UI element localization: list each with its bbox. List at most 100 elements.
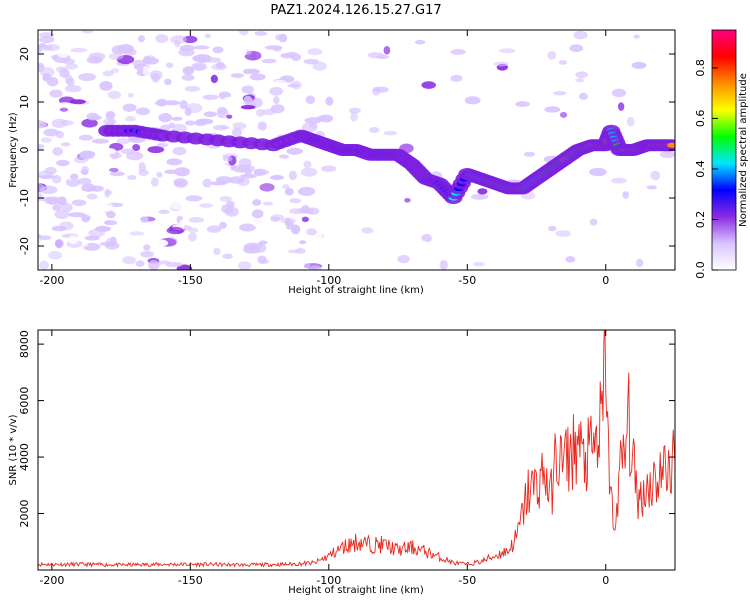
heatmap-speckle	[252, 228, 266, 238]
heatmap-speckle	[150, 177, 159, 187]
heatmap-speckle	[56, 159, 70, 167]
heatmap-speckle	[288, 170, 297, 181]
heatmap-speckle	[77, 177, 92, 185]
heatmap-speckle	[299, 240, 307, 245]
heatmap-speckle	[171, 116, 183, 121]
heatmap-speckle	[44, 196, 60, 205]
heatmap-speckle	[335, 208, 350, 216]
heatmap-speckle	[54, 209, 70, 220]
heatmap-speckle	[325, 96, 334, 106]
heatmap-speckle	[252, 243, 267, 254]
heatmap-speckle	[64, 74, 73, 85]
heatmap-speckle	[413, 239, 428, 249]
heatmap-speckle	[421, 233, 432, 243]
heatmap-speckle	[162, 88, 173, 97]
heatmap-speckle	[477, 188, 488, 195]
heatmap-speckle	[158, 209, 170, 215]
heatmap-speckle	[49, 89, 63, 98]
heatmap-speckle	[305, 95, 316, 104]
heatmap-speckle	[361, 227, 374, 234]
heatmap-speckle	[237, 261, 252, 270]
heatmap-speckle	[650, 170, 661, 181]
heatmap-speckle	[39, 36, 55, 44]
heatmap-speckle	[498, 48, 516, 54]
heatmap-speckle	[166, 226, 184, 235]
heatmap-speckle	[86, 193, 98, 200]
heatmap-speckle	[308, 265, 322, 270]
heatmap-speckle	[182, 66, 195, 76]
heatmap-speckle	[184, 120, 196, 126]
heatmap-speckle	[127, 92, 134, 98]
heatmap-speckle	[649, 131, 661, 140]
heatmap-speckle	[163, 100, 181, 106]
heatmap-speckle	[290, 117, 301, 122]
heatmap-speckle	[38, 226, 47, 233]
heatmap-speckle	[181, 74, 195, 81]
heatmap-speckle	[569, 44, 584, 52]
heatmap-speckle	[88, 228, 105, 238]
heatmap-speckle	[59, 221, 74, 231]
heatmap-speckle	[38, 235, 52, 241]
heatmap-speckle	[107, 148, 116, 154]
spectrogram-x-label: Height of straight line (km)	[288, 285, 424, 296]
heatmap-speckle	[170, 35, 187, 45]
heatmap-speckle	[105, 110, 116, 120]
heatmap-speckle	[575, 71, 589, 79]
heatmap-speckle	[39, 260, 49, 270]
heatmap-speckle	[383, 46, 391, 55]
heatmap-speckle	[251, 209, 264, 219]
heatmap-speckle	[43, 128, 59, 137]
x-tick-label: -200	[39, 574, 64, 587]
heatmap-speckle	[57, 50, 70, 58]
heatmap-speckle	[125, 115, 136, 122]
spectrogram-x-ticks: -200 -150 -100 -50 0	[39, 30, 609, 287]
heatmap-speckle	[493, 61, 509, 67]
heatmap-speckle	[252, 199, 262, 206]
heatmap-speckle	[659, 150, 675, 159]
heatmap-speckle	[252, 219, 268, 228]
heatmap-speckle	[450, 74, 463, 82]
colorbar-tick-label: 0.6	[694, 110, 707, 128]
heatmap-speckle	[173, 178, 188, 188]
heatmap-speckle	[278, 33, 288, 43]
heatmap-speckle	[66, 255, 80, 263]
heatmap-speckle	[622, 191, 629, 199]
heatmap-speckle	[151, 73, 160, 83]
heatmap-speckle	[226, 114, 233, 119]
snr-panel: -200 -150 -100 -50 0 2000 4000 6000 8000 Height…	[8, 329, 676, 596]
heatmap-speckle	[135, 107, 150, 116]
heatmap-speckle	[148, 260, 160, 270]
heatmap-speckle	[231, 127, 243, 137]
heatmap-speckle	[111, 153, 123, 159]
heatmap-speckle	[64, 85, 82, 93]
heatmap-speckle	[38, 64, 45, 70]
heatmap-speckle	[368, 127, 380, 134]
heatmap-speckle	[111, 44, 127, 55]
snr-x-ticks: -200 -150 -100 -50 0	[39, 330, 609, 587]
heatmap-speckle	[126, 151, 144, 161]
heatmap-speckle	[555, 230, 571, 238]
heatmap-speckle	[65, 177, 80, 188]
heatmap-speckle	[290, 224, 301, 235]
heatmap-speckle	[321, 165, 337, 172]
heatmap-speckle	[166, 158, 183, 166]
heatmap-speckle	[238, 30, 249, 36]
snr-y-ticks: 2000 4000 6000 8000	[18, 330, 675, 528]
heatmap-speckle	[610, 177, 627, 184]
heatmap-speckle	[421, 81, 436, 89]
heatmap-speckle	[99, 80, 113, 91]
heatmap-speckle	[231, 240, 238, 246]
heatmap-speckle	[264, 45, 283, 50]
heatmap-speckle	[71, 199, 87, 207]
heatmap-speckle	[404, 197, 411, 203]
heatmap-speckle	[646, 185, 658, 190]
heatmap-speckle	[143, 244, 151, 251]
heatmap-speckle	[187, 232, 197, 242]
heatmap-speckle	[39, 102, 51, 111]
heatmap-speckle	[548, 225, 557, 232]
heatmap-speckle	[372, 86, 381, 96]
heatmap-speckle	[164, 169, 177, 175]
heatmap-speckle	[40, 137, 52, 143]
heatmap-speckle	[291, 80, 302, 90]
